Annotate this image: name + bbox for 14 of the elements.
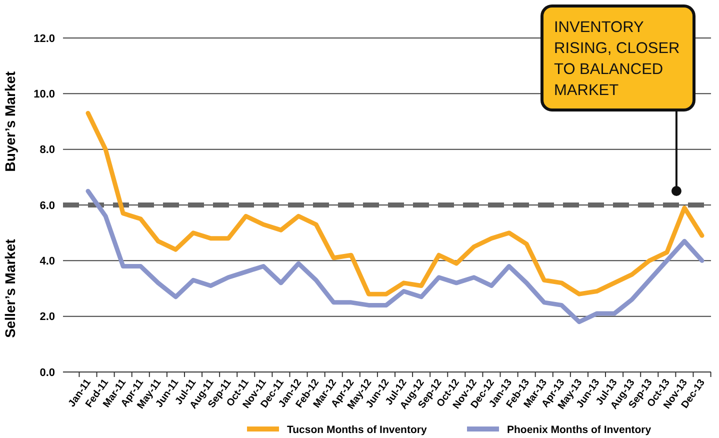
annotation: INVENTORY RISING, CLOSER TO BALANCED MARKET	[554, 19, 680, 99]
y-tick-label: 6.0	[40, 200, 55, 212]
y-tick-label: 8.0	[40, 144, 55, 156]
y-tick-label: 10.0	[34, 88, 55, 101]
y-tick-label: 4.0	[40, 256, 55, 268]
y-tick-label: 0.0	[40, 366, 55, 379]
line-series	[86, 188, 704, 324]
y-tick-label: 12.0	[34, 32, 55, 45]
line-series	[86, 110, 704, 296]
y-axis-title: Buyer’s Market	[2, 70, 18, 172]
legend-label: Tucson Months of Inventory	[287, 424, 427, 436]
legend-label: Phoenix Months of Inventory	[507, 424, 652, 436]
text: Seller’s Market	[2, 238, 18, 338]
y-tick-label: 2.0	[40, 311, 55, 324]
